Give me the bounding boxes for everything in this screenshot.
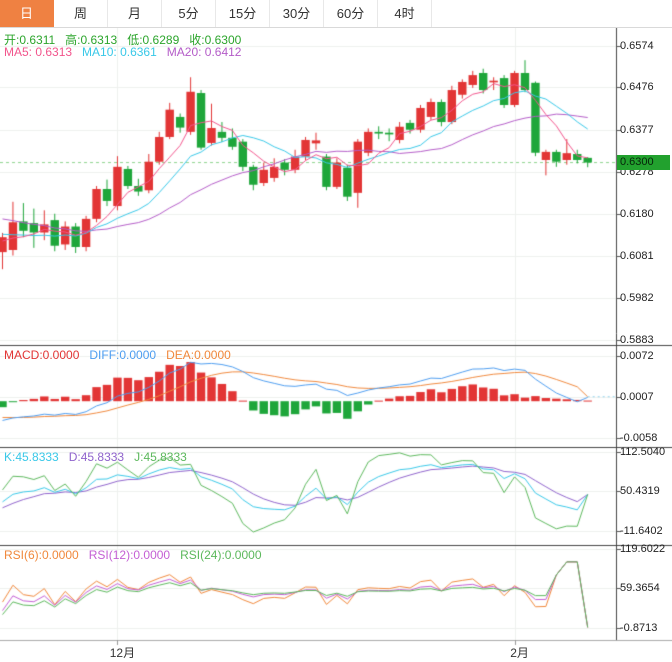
open-value: 开:0.6311 (4, 33, 56, 47)
price-axis-label: 0.5883 (620, 334, 654, 347)
x-axis-label: 2月 (510, 646, 529, 660)
ma-header: MA5: 0.6313 MA10: 0.6361 MA20: 0.6412 (4, 45, 251, 59)
j-value: J:45.8333 (134, 450, 187, 464)
rsi6-value: RSI(6):0.0000 (4, 548, 79, 562)
tab-4hour[interactable]: 4时 (378, 0, 432, 27)
price-axis-label: 0.6377 (620, 123, 654, 136)
macd-header: MACD:0.0000 DIFF:0.0000 DEA:0.0000 (4, 348, 241, 362)
tab-60min[interactable]: 60分 (324, 0, 378, 27)
ma10-value: MA10: 0.6361 (82, 45, 157, 59)
close-value: 收:0.6300 (189, 33, 242, 47)
d-value: D:45.8333 (68, 450, 125, 464)
rsi12-value: RSI(12):0.0000 (88, 548, 171, 562)
rsi-axis-label: -0.8713 (620, 621, 658, 634)
macd-axis-label: 0.0007 (620, 390, 654, 403)
current-price-flag: 0.6300 (617, 155, 670, 171)
diff-value: DIFF:0.0000 (89, 348, 157, 362)
tab-30min[interactable]: 30分 (270, 0, 324, 27)
price-axis-label: 0.6574 (620, 39, 654, 52)
price-axis-label: 0.6476 (620, 81, 654, 94)
k-value: K:45.8333 (4, 450, 59, 464)
ma5-value: MA5: 0.6313 (4, 45, 73, 59)
macd-value: MACD:0.0000 (4, 348, 80, 362)
ma20-value: MA20: 0.6412 (166, 45, 242, 59)
tab-weekly[interactable]: 周 (54, 0, 108, 27)
interval-tabbar: 日 周 月 5分 15分 30分 60分 4时 (0, 0, 672, 28)
rsi-axis-label: 119.6022 (620, 543, 666, 555)
macd-axis-label: -0.0058 (620, 432, 658, 444)
ohlc-header: 开:0.6311 高:0.6313 低:0.6289 收:0.6300 (4, 31, 251, 48)
kdj-axis-label: -11.6402 (620, 525, 663, 538)
price-axis-label: 0.6081 (620, 249, 654, 262)
dea-value: DEA:0.0000 (166, 348, 231, 362)
price-axis-label: 0.5982 (620, 292, 654, 305)
tab-monthly[interactable]: 月 (108, 0, 162, 27)
macd-axis-label: 0.0072 (620, 349, 654, 362)
rsi-header: RSI(6):0.0000 RSI(12):0.0000 RSI(24):0.000… (4, 548, 272, 562)
low-value: 低:0.6289 (127, 33, 180, 47)
tab-15min[interactable]: 15分 (216, 0, 270, 27)
x-axis-label: 12月 (109, 646, 136, 660)
tab-daily[interactable]: 日 (0, 0, 54, 27)
kdj-axis-label: 112.5040 (620, 445, 666, 458)
chart-canvas[interactable] (0, 27, 672, 662)
kdj-axis-label: 50.4319 (620, 485, 660, 498)
kdj-header: K:45.8333 D:45.8333 J:45.8333 (4, 450, 197, 464)
price-axis-label: 0.6180 (620, 207, 654, 220)
rsi-axis-label: 59.3654 (620, 582, 660, 595)
tab-5min[interactable]: 5分 (162, 0, 216, 27)
rsi24-value: RSI(24):0.0000 (180, 548, 262, 562)
high-value: 高:0.6313 (65, 33, 118, 47)
